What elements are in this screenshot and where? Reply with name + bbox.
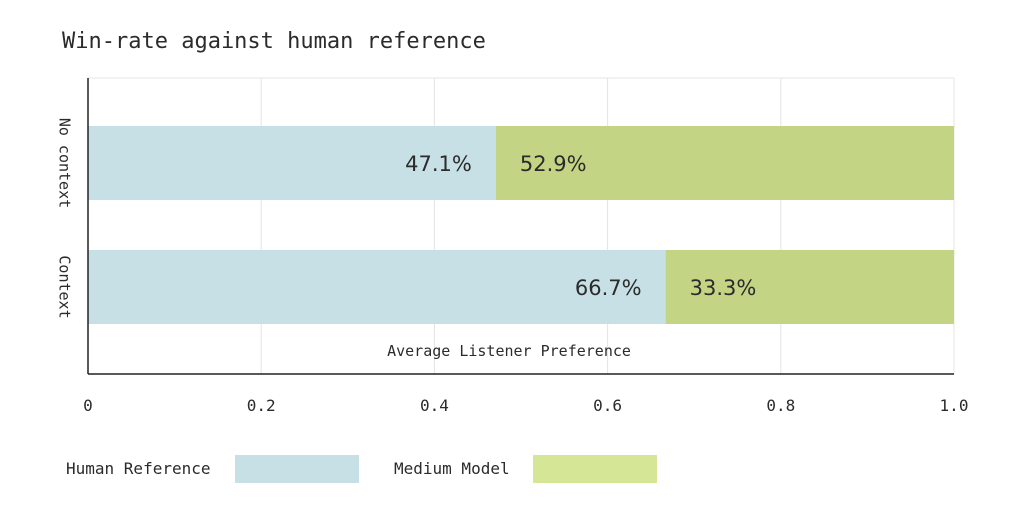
bars: 47.1% 52.9% 66.7% 33.3% [88, 126, 954, 324]
bar-human-reference [88, 126, 496, 200]
legend-label: Medium Model [394, 459, 510, 478]
data-label: 52.9% [520, 152, 587, 176]
bar-medium-model [665, 250, 954, 324]
x-axis-label: Average Listener Preference [387, 342, 631, 360]
legend-swatch [533, 455, 657, 483]
x-tick-labels: 0 0.2 0.4 0.6 0.8 1.0 [83, 396, 968, 415]
chart-title: Win-rate against human reference [62, 29, 486, 54]
data-label: 66.7% [575, 276, 642, 300]
legend: Human Reference Medium Model [66, 455, 657, 483]
gridlines [88, 77, 955, 374]
x-tick-label: 0.6 [593, 396, 622, 415]
y-category-label: Context [56, 255, 74, 318]
axes [87, 78, 954, 375]
data-label: 33.3% [690, 276, 757, 300]
legend-swatch [235, 455, 359, 483]
y-category-labels: No context Context [56, 118, 74, 319]
y-category-label: No context [56, 118, 74, 208]
data-label: 47.1% [405, 152, 472, 176]
bar-medium-model [495, 126, 954, 200]
x-tick-label: 0.4 [420, 396, 449, 415]
x-tick-label: 1.0 [940, 396, 969, 415]
legend-label: Human Reference [66, 459, 211, 478]
bar-human-reference [88, 250, 666, 324]
x-tick-label: 0 [83, 396, 93, 415]
x-tick-label: 0.2 [247, 396, 276, 415]
x-tick-label: 0.8 [766, 396, 795, 415]
